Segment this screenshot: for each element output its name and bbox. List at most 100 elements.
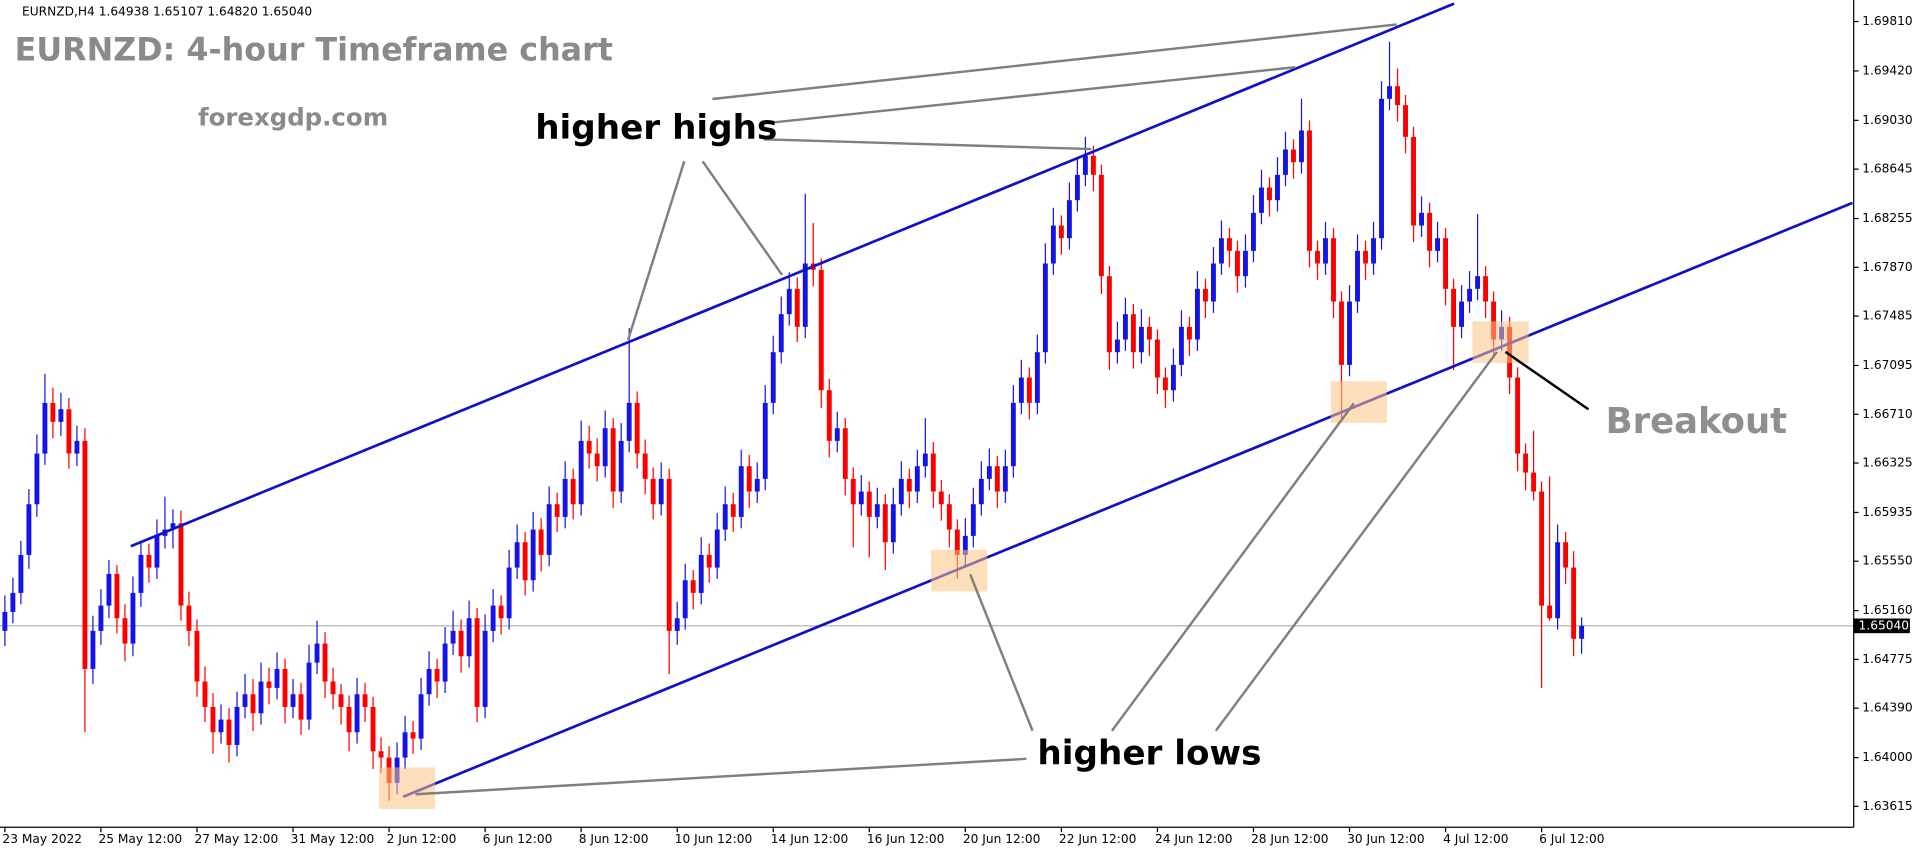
candle-body [2,611,8,631]
candle-body [930,453,936,492]
candle-body [986,466,992,479]
lower-channel [402,201,1853,798]
candle-body [826,390,832,441]
candle-body [818,269,824,391]
candle-body [378,751,384,758]
candle-body [1491,301,1497,340]
candle-body [1058,225,1064,239]
candle-body [418,694,424,739]
candle-body [250,694,256,714]
candle-body [1419,212,1424,226]
candle-body [426,668,432,695]
candle-body [82,440,88,669]
candle-body [1042,263,1048,353]
candle-body [362,694,368,707]
candle-body [1379,98,1384,239]
candle-body [370,706,376,752]
candle-body [1219,238,1224,264]
candle-body [1571,567,1577,639]
candle-body [1539,491,1545,606]
candle-body [1387,86,1392,99]
candle-body [1170,364,1176,391]
candle-body [506,567,512,619]
candle-body [138,554,144,593]
y-tick-label: 1.64000 [1862,750,1912,764]
candle-body [1283,149,1288,175]
annotation: Breakout [1606,401,1788,442]
y-tick-label: 1.67870 [1862,260,1912,274]
candle-body [410,732,416,739]
candle-body [642,453,648,479]
x-tick-label: 20 Jun 12:00 [963,832,1041,846]
y-tick-label: 1.67095 [1862,358,1912,372]
candle-body [554,504,560,517]
candle-body [1066,200,1072,239]
annotation-line [1110,402,1355,732]
annotation-line [415,757,1027,796]
candle-body [90,630,96,669]
y-tick-label: 1.64775 [1862,652,1912,666]
y-tick-label: 1.69420 [1862,63,1912,77]
candle-body [194,630,200,682]
candle-body [922,453,928,467]
candle-body [1211,263,1216,302]
candle-body [1251,212,1256,251]
candle-body [170,523,176,530]
candle-body [770,352,776,403]
candle-body [1018,377,1024,403]
candle-body [658,478,664,505]
candle-body [842,428,848,479]
candle-body [1106,276,1112,353]
candle-body [1395,86,1400,106]
candle-body [1275,174,1280,201]
x-tick-label: 6 Jun 12:00 [483,832,553,846]
candle-body [1459,301,1465,327]
y-tick-label: 1.64390 [1862,701,1912,715]
candle-body [994,466,1000,492]
candle-body [906,478,912,492]
y-tick-label: 1.66325 [1862,456,1912,470]
candle-body [274,668,280,688]
candle-body [690,580,696,593]
candle-body [962,535,968,555]
annotation-line [626,160,686,341]
candle-body [474,618,480,707]
annotation: higher highs [535,108,777,148]
x-tick-label: 22 Jun 12:00 [1059,832,1137,846]
candle-body [258,681,264,714]
x-tick-label: 31 May 12:00 [291,832,375,846]
candle-body [1227,238,1232,251]
axes: 1.69810 1.69420 1.69030 1.68645 1.68255 1.678… [2,14,1912,846]
candle-body [1026,377,1032,403]
y-tick-label: 1.65550 [1862,554,1912,568]
x-tick-label: 2 Jun 12:00 [387,832,457,846]
candle-body [1363,250,1368,264]
candle-body [1034,352,1040,403]
annotation-line [763,138,1092,151]
candle-body [730,504,736,517]
candle-body [66,409,72,454]
upper-channel [130,2,1455,548]
candle-body [34,453,40,505]
candle-body [210,706,216,733]
candle-body [786,288,792,315]
y-tick-label: 1.68645 [1862,162,1912,176]
candle-body [1331,238,1336,302]
candle-body [178,523,184,606]
annotation: higher lows [1037,734,1261,774]
y-tick-label: 1.63615 [1862,799,1912,813]
candle-body [1515,377,1521,454]
candle-body [1138,326,1144,353]
candle-body [26,504,32,555]
candle-body [1467,288,1473,302]
candle-body [1050,225,1056,264]
candle-body [322,643,328,682]
candle-body [1323,238,1328,264]
candle-body [914,466,920,492]
candle-body [1579,625,1585,639]
x-tick-label: 27 May 12:00 [195,832,279,846]
candle-body [538,529,544,555]
candle-body [1451,288,1457,327]
